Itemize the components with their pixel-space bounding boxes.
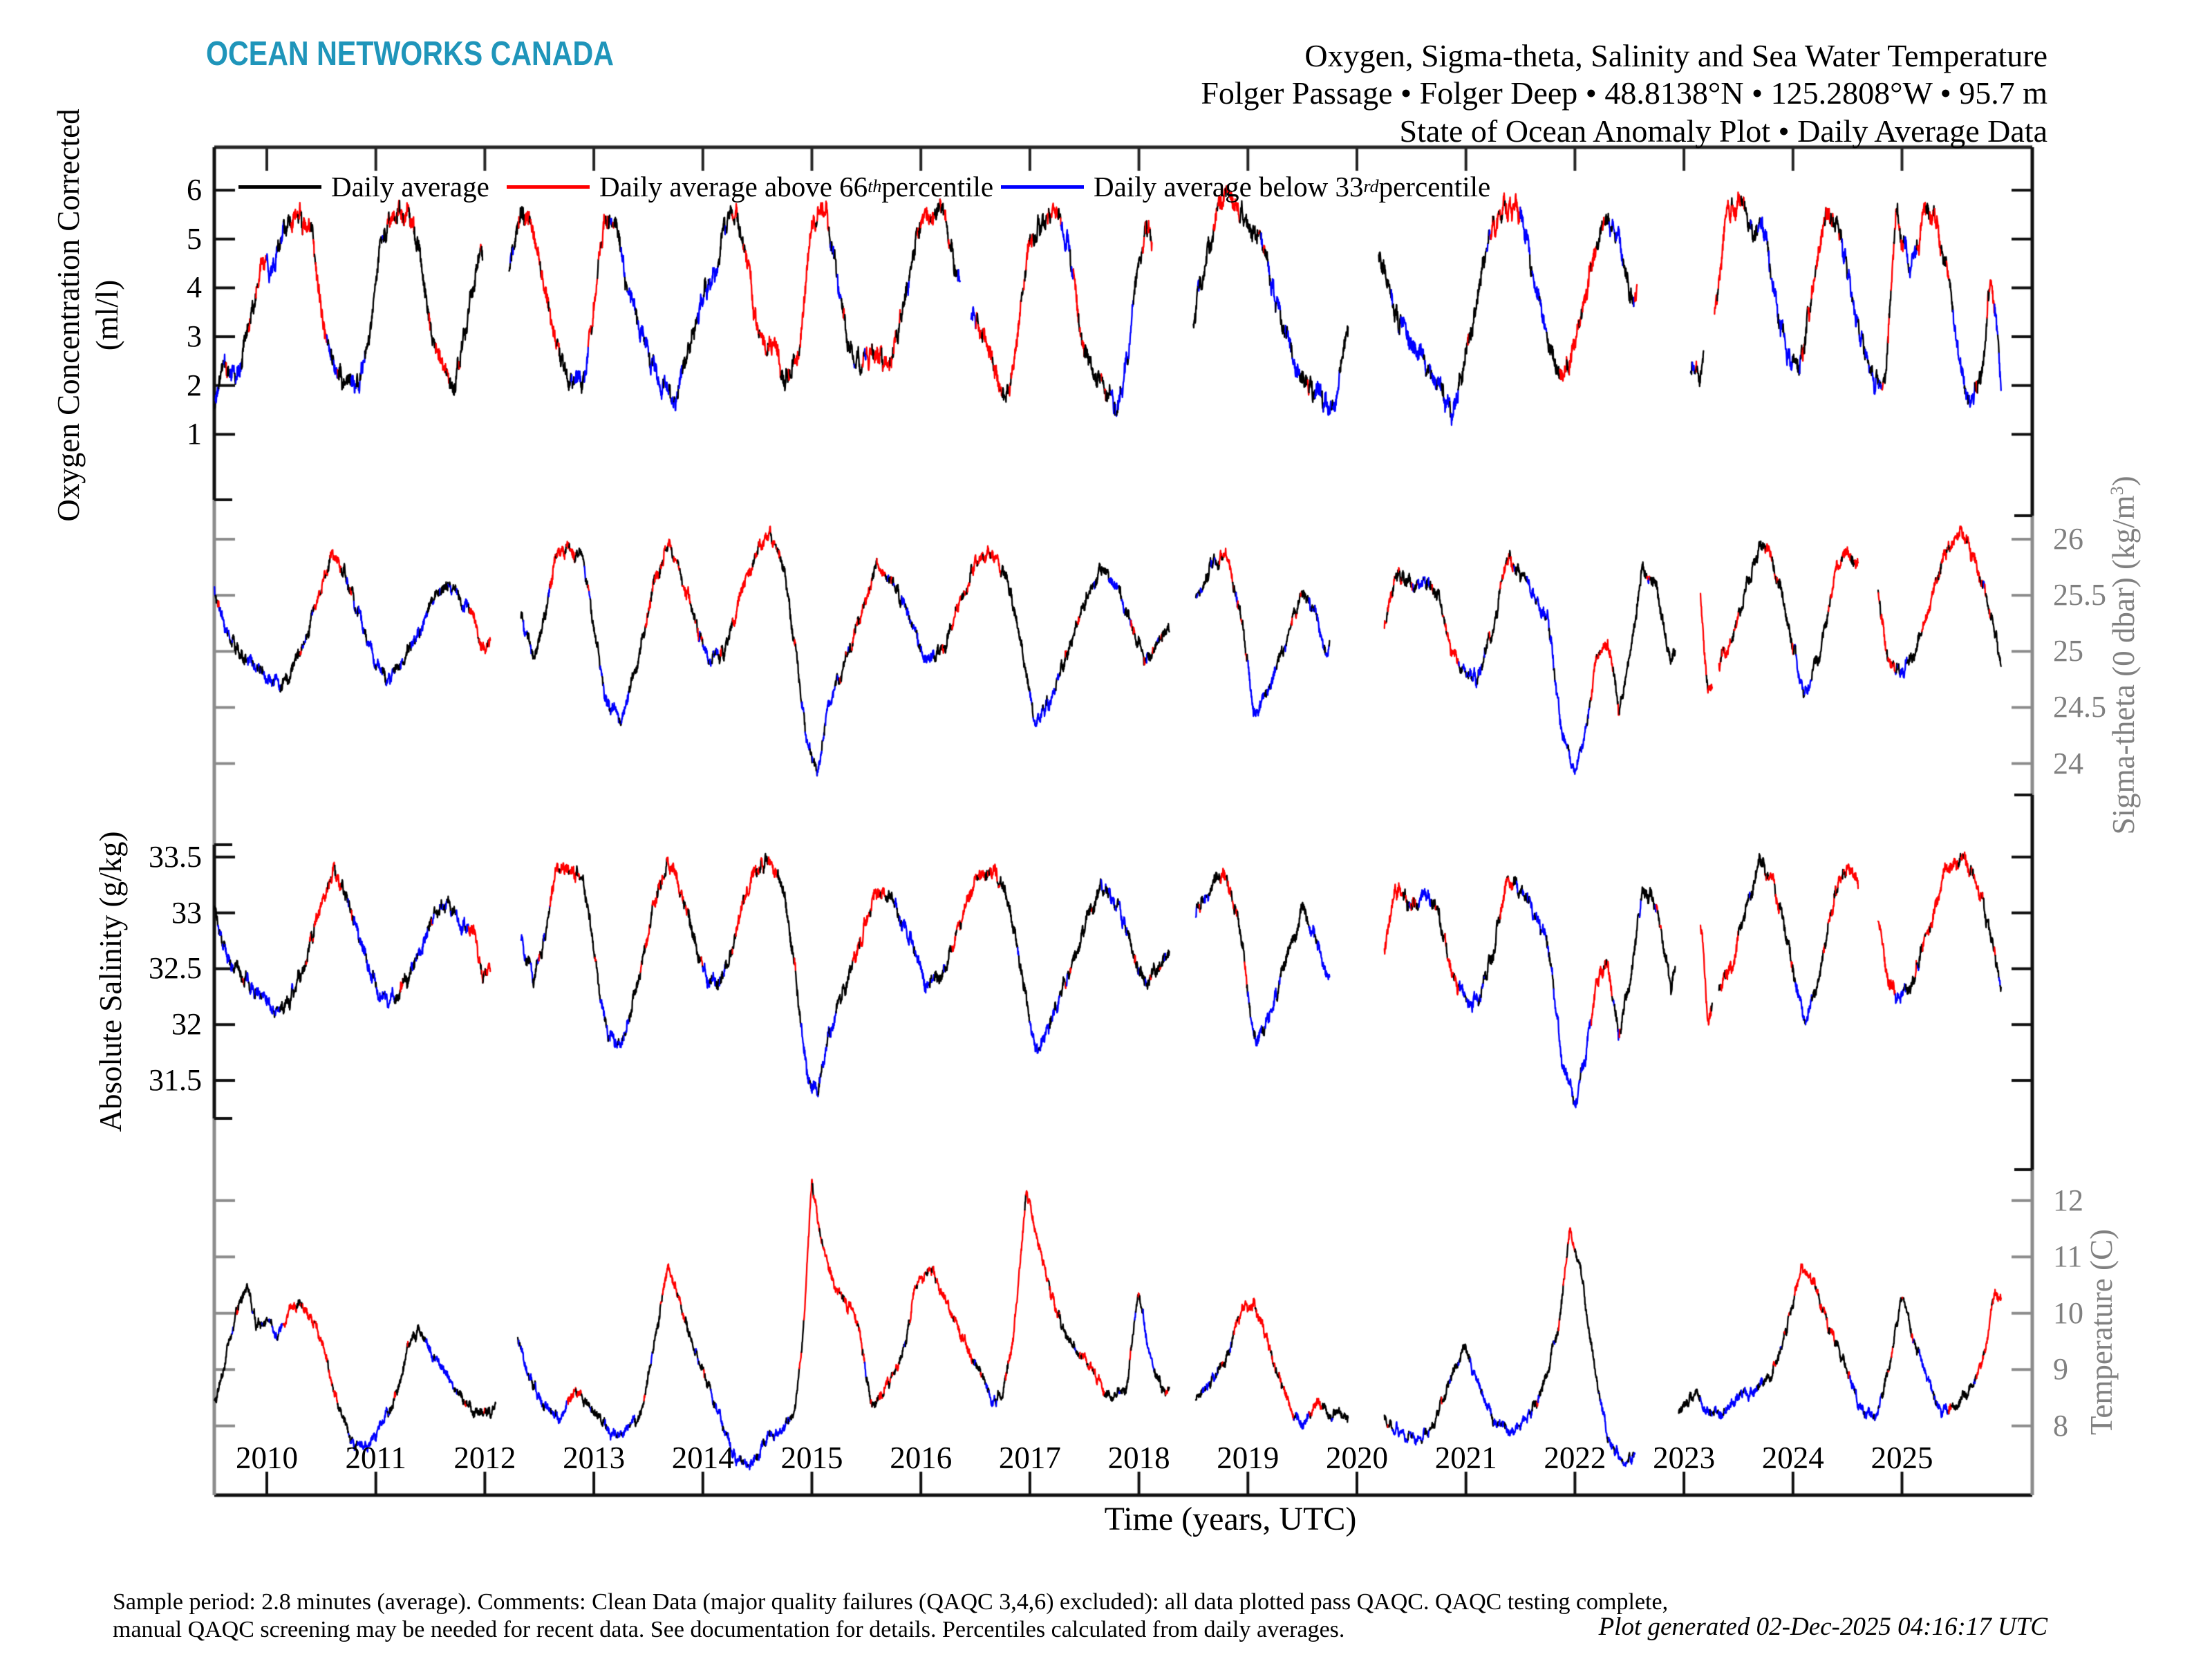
xtick-label-2015: 2015 xyxy=(780,1441,843,1475)
sigma-theta-ytick-label: 25 xyxy=(2053,634,2083,668)
legend-label: Daily average below 33 xyxy=(1094,171,1364,203)
xtick-label-2016: 2016 xyxy=(890,1441,953,1475)
legend-label: Daily average above 66 xyxy=(599,171,868,203)
salinity-ytick-label: 32.5 xyxy=(149,951,202,986)
sigma-theta-ytick-label: 26 xyxy=(2053,522,2083,556)
xtick-label-2025: 2025 xyxy=(1871,1441,1933,1475)
sigma-theta-axis-title-superscript: 3 xyxy=(2107,486,2127,496)
oxygen-axis-title-text: Oxygen Concentration Corrected xyxy=(51,109,86,522)
legend-line-swatch xyxy=(1001,185,1084,189)
oxygen-ytick-label: 4 xyxy=(187,270,202,305)
sigma-theta-ytick-label: 25.5 xyxy=(2053,578,2106,612)
salinity-ytick-label: 33 xyxy=(171,895,202,930)
salinity-ytick-label: 33.5 xyxy=(149,839,202,874)
temperature-ytick-label: 9 xyxy=(2053,1352,2068,1387)
sigma-theta-ytick-label: 24.5 xyxy=(2053,690,2106,724)
salinity-ytick-label: 32 xyxy=(171,1007,202,1042)
ocean-networks-canada-logo: OCEAN NETWORKS CANADA xyxy=(206,35,614,73)
temperature-ytick-label: 10 xyxy=(2053,1295,2083,1330)
footer-comment-line1: Sample period: 2.8 minutes (average). Co… xyxy=(113,1589,1669,1615)
xtick-label-2013: 2013 xyxy=(563,1441,626,1475)
xtick-label-2010: 2010 xyxy=(236,1441,298,1475)
legend-label: Daily average xyxy=(331,171,489,203)
xtick-label-2024: 2024 xyxy=(1761,1441,1824,1475)
legend-line-swatch xyxy=(238,185,321,189)
sigma-theta-ytick-label: 24 xyxy=(2053,746,2083,780)
xtick-label-2022: 2022 xyxy=(1544,1441,1606,1475)
plot-title-line1: Oxygen, Sigma-theta, Salinity and Sea Wa… xyxy=(1304,38,2047,73)
plot-title-line3: State of Ocean Anomaly Plot • Daily Aver… xyxy=(1399,113,2047,149)
xtick-label-2012: 2012 xyxy=(453,1441,516,1475)
oxygen-ytick-label: 1 xyxy=(187,417,202,451)
xtick-label-2017: 2017 xyxy=(998,1441,1061,1475)
xtick-label-2014: 2014 xyxy=(671,1441,734,1475)
salinity-ytick-label: 31.5 xyxy=(149,1063,202,1098)
xtick-label-2023: 2023 xyxy=(1653,1441,1716,1475)
legend-line-swatch xyxy=(507,185,590,189)
plot-generated-timestamp: Plot generated 02-Dec-2025 04:16:17 UTC xyxy=(1598,1613,2047,1641)
x-axis-title: Time (years, UTC) xyxy=(1104,1501,1357,1537)
xtick-label-2018: 2018 xyxy=(1107,1441,1170,1475)
xtick-label-2020: 2020 xyxy=(1326,1441,1388,1475)
xtick-label-2021: 2021 xyxy=(1434,1441,1497,1475)
xtick-label-2011: 2011 xyxy=(345,1441,406,1475)
temperature-ytick-label: 12 xyxy=(2053,1183,2083,1217)
oxygen-ytick-label: 6 xyxy=(187,173,202,207)
temperature-ytick-label: 8 xyxy=(2053,1408,2068,1443)
legend-item-0: Daily average xyxy=(238,171,489,203)
temperature-ytick-label: 11 xyxy=(2053,1239,2083,1274)
oxygen-ytick-label: 2 xyxy=(187,368,202,402)
oxygen-ytick-label: 5 xyxy=(187,221,202,256)
legend-label: percentile xyxy=(881,171,994,203)
footer-comment-line2: manual QAQC screening may be needed for … xyxy=(113,1617,1345,1642)
legend-label: percentile xyxy=(1378,171,1491,203)
xtick-label-2019: 2019 xyxy=(1217,1441,1280,1475)
plot-title-line2: Folger Passage • Folger Deep • 48.8138°N… xyxy=(1201,75,2047,111)
oxygen-ytick-label: 3 xyxy=(187,319,202,354)
